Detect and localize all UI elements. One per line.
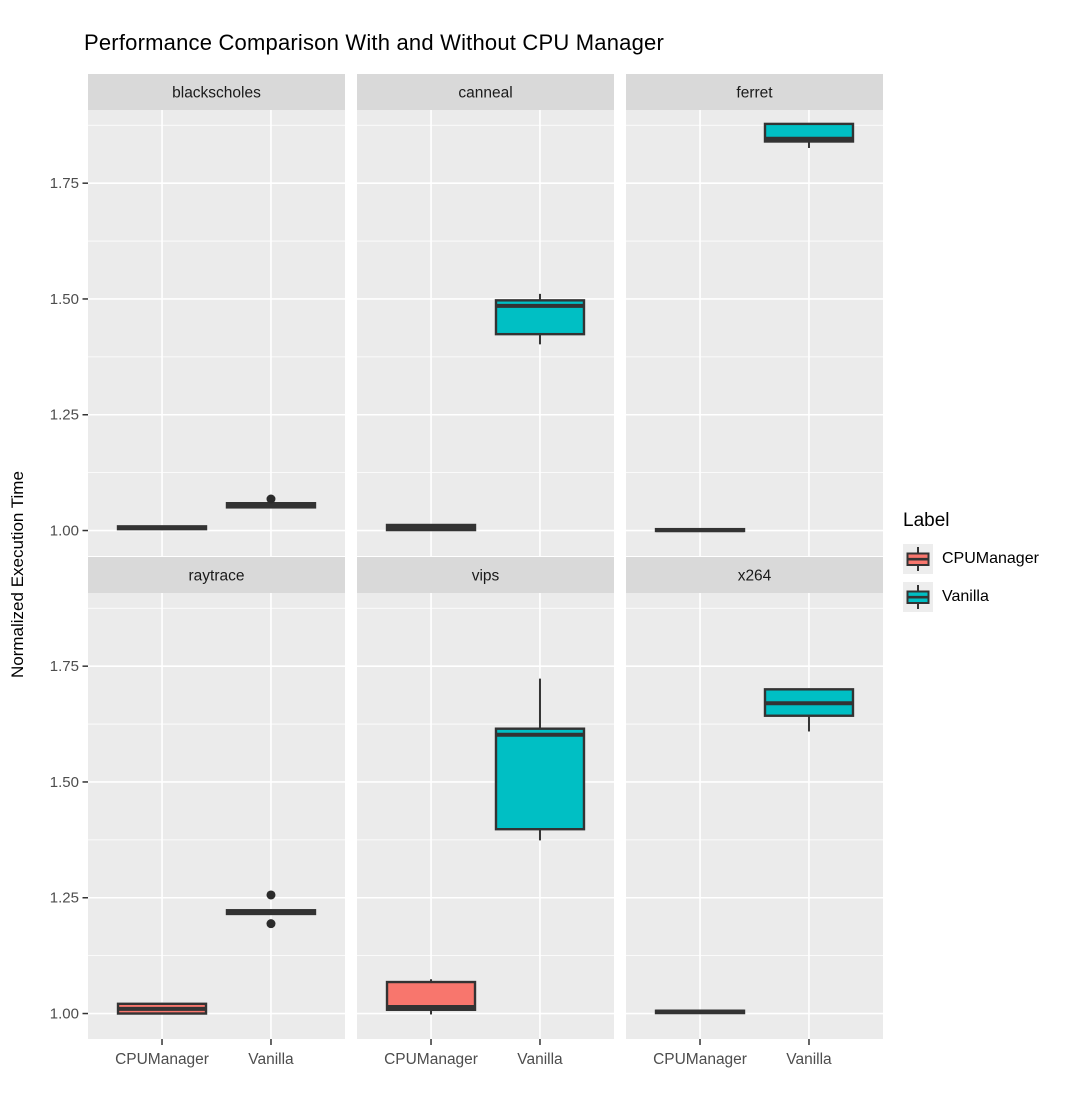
facet-strip-label: raytrace (189, 568, 245, 585)
facet-strip-label: vips (472, 568, 500, 585)
chart-title: Performance Comparison With and Without … (84, 30, 664, 55)
y-tick-label: 1.00 (50, 523, 79, 540)
panel-background (626, 110, 883, 556)
facet-canneal: canneal (357, 74, 614, 556)
y-tick-label: 1.75 (50, 175, 79, 192)
facet-strip (88, 74, 345, 110)
facet-raytrace: raytrace (88, 557, 345, 1039)
facet-vips: vips (357, 557, 614, 1039)
legend: Label CPUManager Vanilla (903, 510, 1039, 620)
legend-entry-cpumanager: CPUManager (903, 544, 1039, 574)
boxplot-blackscholes-vanilla (225, 494, 317, 509)
outlier-point (266, 890, 276, 900)
boxplot-x264-vanilla (763, 688, 855, 732)
legend-entry-label: Vanilla (942, 588, 989, 605)
y-tick-label: 1.25 (50, 890, 79, 907)
boxplot-x264-cpumanager (654, 1009, 746, 1015)
boxplot-canneal-vanilla (494, 293, 586, 345)
facet-x264: x264 (626, 557, 883, 1039)
boxplot-blackscholes-cpumanager (116, 525, 208, 531)
boxplot-ferret-vanilla (763, 122, 855, 148)
boxplot-vips-cpumanager (385, 979, 477, 1015)
facet-strip-label: canneal (458, 85, 512, 102)
panel-background (88, 110, 345, 556)
y-tick-label: 1.75 (50, 658, 79, 675)
y-tick-label: 1.50 (50, 774, 79, 791)
x-tick-label: CPUManager (653, 1051, 747, 1068)
boxplot-vips-vanilla (494, 678, 586, 841)
y-tick-label: 1.50 (50, 291, 79, 308)
legend-entry-vanilla: Vanilla (903, 582, 1039, 612)
boxplot-key-icon (903, 544, 933, 574)
facet-strip (626, 74, 883, 110)
facet-strip-label: ferret (736, 85, 773, 102)
facet-strip-label: blackscholes (172, 85, 261, 102)
panel-background (626, 593, 883, 1039)
facet-strip (88, 557, 345, 593)
legend-entry-label: CPUManager (942, 550, 1039, 567)
facet-strip (357, 557, 614, 593)
y-tick-label: 1.00 (50, 1006, 79, 1023)
boxplot-raytrace-cpumanager (116, 1002, 208, 1015)
facet-ferret: ferret (626, 74, 883, 556)
facet-blackscholes: blackscholes (88, 74, 345, 556)
boxplot-raytrace-vanilla (225, 890, 317, 929)
facet-strip-label: x264 (738, 568, 772, 585)
outlier-point (266, 494, 276, 504)
facet-strip (357, 74, 614, 110)
x-tick-label: Vanilla (248, 1051, 294, 1068)
box (494, 727, 586, 831)
outlier-point (266, 919, 276, 929)
boxplot-canneal-cpumanager (385, 523, 477, 532)
facet-strip (626, 557, 883, 593)
legend-title: Label (903, 510, 950, 531)
panel-background (88, 593, 345, 1039)
x-tick-label: CPUManager (115, 1051, 209, 1068)
boxplot-ferret-cpumanager (654, 527, 746, 533)
boxplot-key-icon (903, 582, 933, 612)
x-tick-label: Vanilla (786, 1051, 832, 1068)
x-tick-label: Vanilla (517, 1051, 563, 1068)
x-tick-label: CPUManager (384, 1051, 478, 1068)
y-tick-label: 1.25 (50, 407, 79, 424)
